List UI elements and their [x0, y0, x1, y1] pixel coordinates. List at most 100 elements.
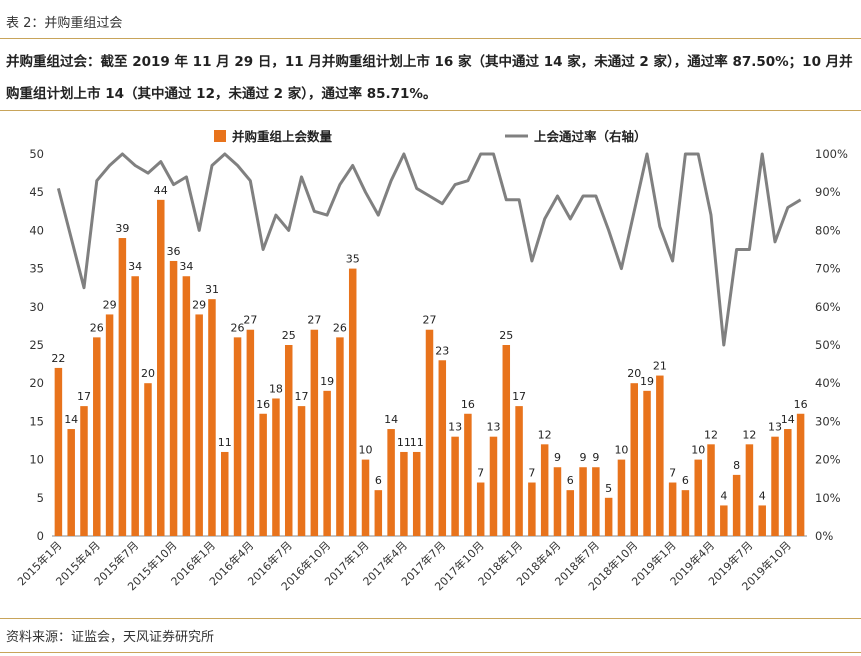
bar-36	[515, 406, 523, 536]
bar-54	[745, 444, 754, 536]
bar-6	[131, 276, 139, 536]
bar-value-label-41: 9	[580, 451, 587, 464]
bar-value-label-54: 12	[742, 428, 756, 441]
bar-value-label-18: 25	[282, 329, 296, 342]
summary-text: 并购重组过会：截至 2019 年 11 月 29 日，11 月并购重组计划上市 …	[6, 54, 853, 102]
y-left-tick-label: 45	[29, 185, 44, 199]
bar-value-label-19: 17	[295, 390, 309, 403]
y-right-tick-label: 100%	[815, 147, 848, 161]
y-right-tick-label: 80%	[815, 223, 841, 237]
bar-value-label-42: 9	[592, 451, 599, 464]
bar-value-label-3: 26	[90, 321, 104, 334]
bar-value-label-7: 20	[141, 367, 155, 380]
bar-value-label-44: 10	[614, 444, 628, 457]
bar-24	[361, 459, 370, 536]
bar-51	[707, 444, 715, 536]
bar-value-label-24: 10	[359, 444, 373, 457]
summary-rule	[0, 110, 861, 111]
bar-38	[540, 444, 549, 536]
bar-value-label-47: 21	[653, 360, 667, 373]
bar-53	[732, 474, 741, 536]
bar-58	[796, 413, 805, 536]
bar-42	[592, 467, 600, 536]
y-left-tick-label: 50	[29, 147, 44, 161]
bar-43	[604, 497, 613, 536]
y-left-tick-label: 10	[29, 453, 44, 467]
bar-value-label-12: 31	[205, 283, 219, 296]
bar-value-label-49: 6	[682, 474, 689, 487]
bar-9	[169, 260, 178, 536]
bar-value-label-15: 27	[243, 314, 257, 327]
bar-34	[489, 436, 498, 536]
bar-3	[93, 337, 101, 536]
bar-7	[144, 383, 152, 536]
bar-16	[259, 413, 267, 536]
bar-value-label-8: 44	[154, 184, 168, 197]
bar-45	[630, 383, 638, 536]
y-left-tick-label: 20	[29, 376, 44, 390]
bar-value-label-29: 27	[423, 314, 437, 327]
bar-47	[656, 375, 664, 536]
bar-value-label-22: 26	[333, 321, 347, 334]
bar-28	[412, 451, 421, 536]
bar-value-label-21: 19	[320, 375, 334, 388]
bar-57	[784, 429, 792, 536]
bar-value-label-52: 4	[720, 489, 727, 502]
bar-5	[118, 238, 127, 537]
bar-value-label-37: 7	[528, 467, 535, 480]
bar-value-label-25: 6	[375, 474, 382, 487]
bar-37	[528, 482, 536, 536]
bar-value-label-20: 27	[307, 314, 321, 327]
bar-value-label-32: 16	[461, 398, 475, 411]
bar-value-label-11: 29	[192, 298, 206, 311]
bar-value-label-26: 14	[384, 413, 398, 426]
bar-50	[694, 459, 702, 536]
bar-41	[579, 467, 587, 536]
bar-value-label-16: 16	[256, 398, 270, 411]
bar-value-label-27: 11	[397, 436, 411, 449]
bar-value-label-13: 11	[218, 436, 232, 449]
bar-10	[182, 276, 191, 536]
bar-value-label-30: 23	[435, 344, 449, 357]
bar-value-label-33: 7	[477, 467, 484, 480]
bar-35	[502, 345, 511, 536]
bar-17	[272, 398, 280, 536]
legend-line-label: 上会通过率（右轴）	[534, 129, 647, 144]
y-right-tick-label: 60%	[815, 300, 841, 314]
bar-value-label-4: 29	[103, 298, 117, 311]
bar-44	[617, 459, 626, 536]
bar-value-label-9: 36	[167, 245, 181, 258]
bar-46	[643, 390, 651, 536]
bar-14	[233, 337, 242, 536]
bar-49	[681, 490, 690, 536]
y-left-tick-label: 5	[37, 491, 44, 505]
bar-29	[425, 329, 434, 536]
y-right-tick-label: 30%	[815, 414, 841, 428]
bar-value-label-38: 12	[538, 428, 552, 441]
bar-20	[310, 329, 319, 536]
bar-22	[336, 337, 344, 536]
table-title: 表 2：并购重组过会	[6, 16, 123, 31]
bar-40	[566, 490, 575, 536]
top-rule	[0, 38, 861, 39]
y-left-tick-label: 30	[29, 300, 44, 314]
bar-39	[553, 467, 562, 536]
bar-value-label-39: 9	[554, 451, 561, 464]
source-note: 资料来源：证监会，天风证券研究所	[6, 630, 215, 645]
bar-value-label-51: 12	[704, 428, 718, 441]
bar-15	[246, 329, 255, 536]
y-right-tick-label: 20%	[815, 453, 841, 467]
bar-30	[438, 360, 447, 536]
bar-2	[80, 406, 88, 536]
y-left-tick-label: 25	[29, 338, 44, 352]
bar-value-label-6: 34	[128, 260, 142, 273]
y-right-tick-label: 0%	[815, 529, 833, 543]
bar-33	[476, 482, 485, 536]
bar-value-label-23: 35	[346, 253, 360, 266]
bar-value-label-36: 17	[512, 390, 526, 403]
bar-value-label-35: 25	[499, 329, 513, 342]
bar-0	[54, 367, 63, 536]
bar-value-label-58: 16	[794, 398, 808, 411]
bar-8	[157, 199, 165, 536]
